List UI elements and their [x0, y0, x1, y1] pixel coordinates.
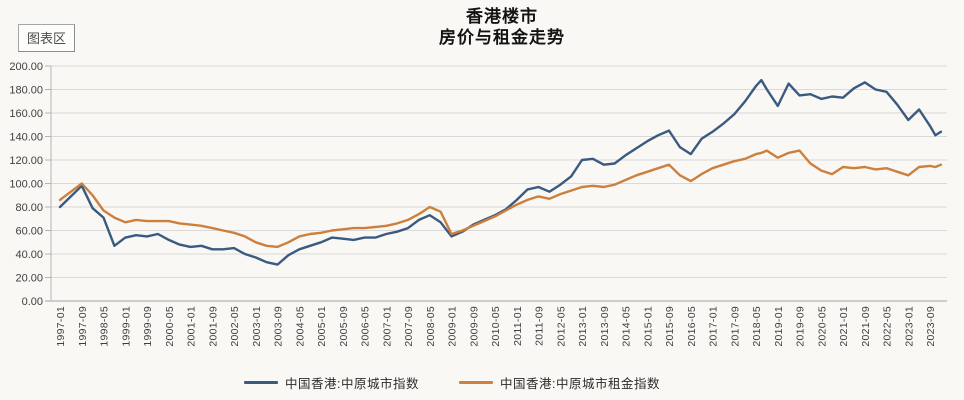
- chart-title-line2: 房价与租金走势: [439, 28, 565, 47]
- rent-index-label: 中国香港:中原城市租金指数: [500, 377, 660, 391]
- x-tick-label: 2017-09: [729, 306, 741, 347]
- x-tick-label: 2018-05: [751, 306, 763, 347]
- x-tick-label: 2021-01: [838, 306, 850, 347]
- x-tick-label: 2008-05: [425, 306, 437, 347]
- x-tick-label: 2011-09: [534, 306, 546, 346]
- rent-index-swatch: [459, 381, 493, 384]
- x-tick-label: 1999-09: [142, 306, 154, 347]
- y-tick-label: 160.00: [9, 108, 43, 120]
- price-index-line[interactable]: [58, 78, 943, 266]
- x-tick-label: 2005-01: [316, 306, 328, 347]
- x-tick-label: 1997-01: [55, 306, 67, 347]
- chart-title-line1: 香港楼市: [466, 7, 538, 26]
- x-tick-label: 2013-01: [577, 306, 589, 347]
- price-index-swatch: [244, 381, 279, 384]
- y-tick-label: 40.00: [15, 249, 43, 261]
- x-tick-label: 2007-09: [403, 306, 415, 347]
- x-tick-label: 2001-09: [207, 306, 219, 347]
- y-tick-label: 140.00: [9, 132, 43, 144]
- x-tick-label: 2000-05: [164, 306, 176, 347]
- y-tick-label: 60.00: [15, 226, 43, 238]
- x-tick-label: 2021-09: [860, 306, 872, 347]
- legend: 中国香港:中原城市指数 中国香港:中原城市租金指数: [0, 373, 904, 392]
- y-axis-ticks: [45, 65, 51, 302]
- y-tick-label: 80.00: [15, 202, 43, 214]
- x-tick-label: 2016-05: [686, 306, 698, 347]
- y-tick-label: 200.00: [9, 61, 43, 73]
- x-tick-label: 2019-09: [795, 306, 807, 347]
- price-index-label: 中国香港:中原城市指数: [285, 377, 419, 391]
- y-axis-labels: 200.00 180.00 160.00 140.00 120.00 100.00 80.0…: [9, 61, 43, 308]
- x-tick-label: 2009-01: [447, 306, 459, 347]
- x-tick-label: 2002-05: [229, 306, 241, 347]
- x-tick-label: 2023-01: [903, 306, 915, 347]
- legend-item-rent-index[interactable]: 中国香港:中原城市租金指数: [459, 373, 660, 392]
- rent-index-line[interactable]: [58, 149, 943, 249]
- x-axis-labels: 1997-01 1997-09 1998-05 1999-01 1999-09 2000-…: [55, 306, 937, 347]
- y-tick-label: 100.00: [9, 179, 43, 191]
- x-tick-label: 2003-09: [273, 306, 285, 347]
- axes: [45, 66, 947, 302]
- y-tick-label: 0.00: [22, 296, 43, 308]
- legend-item-price-index[interactable]: 中国香港:中原城市指数: [244, 373, 419, 392]
- x-tick-label: 2012-05: [555, 306, 567, 347]
- x-tick-label: 2022-05: [882, 306, 894, 347]
- x-tick-label: 2009-09: [468, 306, 480, 347]
- x-tick-label: 2020-05: [816, 306, 828, 347]
- chart-title: 香港楼市 房价与租金走势: [57, 6, 947, 48]
- y-tick-label: 20.00: [15, 273, 43, 285]
- x-tick-label: 2019-01: [773, 306, 785, 347]
- x-tick-label: 2015-09: [664, 306, 676, 347]
- x-tick-label: 2001-01: [186, 306, 198, 347]
- x-tick-label: 2007-01: [381, 306, 393, 347]
- x-tick-label: 2005-09: [338, 306, 350, 347]
- x-tick-label: 1999-01: [120, 306, 132, 347]
- chart-area-tooltip: 图表区: [18, 24, 76, 52]
- y-tick-label: 180.00: [9, 85, 43, 97]
- x-tick-label: 2003-01: [251, 306, 263, 347]
- x-tick-label: 2006-05: [360, 306, 372, 347]
- x-tick-label: 2023-09: [925, 306, 937, 347]
- x-tick-label: 2015-01: [642, 306, 654, 347]
- x-tick-label: 1998-05: [99, 306, 111, 347]
- y-tick-label: 120.00: [9, 155, 43, 167]
- x-tick-label: 2014-05: [621, 306, 633, 347]
- x-tick-label: 2013-09: [599, 306, 611, 347]
- x-tick-label: 2010-05: [490, 306, 502, 347]
- x-tick-label: 1997-09: [77, 306, 89, 347]
- x-tick-label: 2004-05: [294, 306, 306, 347]
- y-gridlines: [51, 65, 947, 302]
- x-tick-label: 2017-01: [708, 306, 720, 347]
- x-tick-label: 2011-01: [512, 306, 524, 346]
